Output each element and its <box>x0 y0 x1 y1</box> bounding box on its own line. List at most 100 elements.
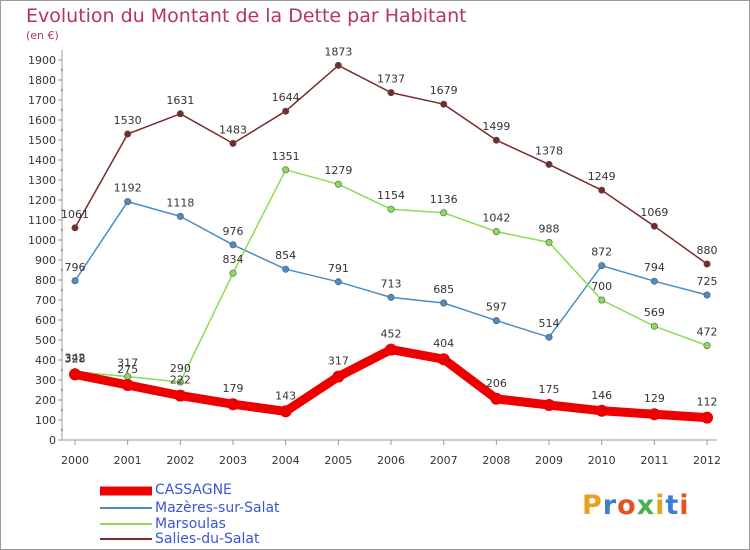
y-tick-label: 1800 <box>28 74 56 87</box>
data-label-2-9: 988 <box>539 222 560 235</box>
data-point-0-10 <box>595 404 608 417</box>
data-point-1-7 <box>440 299 448 307</box>
data-label-1-9: 514 <box>539 317 560 330</box>
x-tick-label: 2000 <box>61 454 89 467</box>
x-tick-label: 2011 <box>640 454 668 467</box>
data-point-2-8 <box>492 228 500 236</box>
data-point-1-8 <box>492 317 500 325</box>
data-label-0-9: 175 <box>539 383 560 396</box>
data-point-0-4 <box>279 405 292 418</box>
data-point-0-7 <box>437 353 450 366</box>
data-label-3-11: 1069 <box>640 206 668 219</box>
data-point-3-7 <box>440 100 448 108</box>
data-label-3-0: 1061 <box>61 208 89 221</box>
data-label-2-4: 1351 <box>272 150 300 163</box>
data-label-2-10: 700 <box>591 280 612 293</box>
data-label-0-1: 275 <box>117 363 138 376</box>
data-label-2-3: 834 <box>223 253 244 266</box>
data-label-1-2: 1118 <box>166 196 194 209</box>
chart-title: Evolution du Montant de la Dette par Hab… <box>26 5 467 27</box>
y-tick-label: 900 <box>35 254 56 267</box>
x-tick-label: 2006 <box>377 454 405 467</box>
y-tick-label: 800 <box>35 274 56 287</box>
data-point-0-11 <box>648 408 661 421</box>
data-point-3-8 <box>492 136 500 144</box>
data-point-3-12 <box>703 260 711 268</box>
data-label-0-7: 404 <box>433 337 454 350</box>
data-point-2-12 <box>703 342 711 350</box>
data-labels: 796 1192 1118 976 854 791 713 685 597 514 872 794 72… <box>61 45 718 408</box>
y-tick-label: 1200 <box>28 194 56 207</box>
data-point-2-9 <box>545 238 553 246</box>
data-label-3-2: 1631 <box>166 94 194 107</box>
data-label-3-12: 880 <box>697 244 718 257</box>
data-point-1-4 <box>282 265 290 273</box>
data-label-2-11: 569 <box>644 306 665 319</box>
series-line-1 <box>74 200 708 338</box>
y-tick-label: 1100 <box>28 214 56 227</box>
data-label-1-3: 976 <box>223 225 244 238</box>
data-label-2-7: 1136 <box>430 193 458 206</box>
data-point-2-3 <box>229 269 237 277</box>
data-point-1-0 <box>71 277 79 285</box>
y-tick-label: 400 <box>35 354 56 367</box>
data-label-1-1: 1192 <box>114 182 142 195</box>
data-label-0-5: 317 <box>328 355 349 368</box>
data-label-0-10: 146 <box>591 389 612 402</box>
data-point-2-11 <box>650 322 658 330</box>
data-label-0-12: 112 <box>697 396 718 409</box>
x-tick-label: 2012 <box>693 454 721 467</box>
data-point-1-2 <box>176 212 184 220</box>
y-tick-label: 0 <box>49 434 56 447</box>
y-tick-label: 1400 <box>28 154 56 167</box>
data-label-2-0: 342 <box>65 352 86 365</box>
y-tick-label: 200 <box>35 394 56 407</box>
data-label-3-7: 1679 <box>430 84 458 97</box>
y-tick-label: 1300 <box>28 174 56 187</box>
data-label-3-4: 1644 <box>272 91 300 104</box>
legend-label-salies-du-salat: Salies-du-Salat <box>155 531 260 547</box>
data-label-1-8: 597 <box>486 301 507 314</box>
y-tick-label: 100 <box>35 414 56 427</box>
data-label-3-5: 1873 <box>324 45 352 58</box>
data-point-2-7 <box>440 209 448 217</box>
y-tick-label: 1700 <box>28 94 56 107</box>
data-point-0-1 <box>121 379 134 391</box>
legend-label-mazeres-sur-salat: Mazères-sur-Salat <box>155 500 280 516</box>
data-label-2-2: 290 <box>170 362 191 375</box>
data-label-2-12: 472 <box>697 326 718 339</box>
data-label-2-8: 1042 <box>482 212 510 225</box>
legend-label-cassagne: CASSAGNE <box>155 482 232 498</box>
data-label-3-6: 1737 <box>377 73 405 86</box>
data-point-2-6 <box>387 205 395 213</box>
legend-label-marsoulas: Marsoulas <box>155 516 226 532</box>
x-tick-label: 2003 <box>219 454 247 467</box>
y-tick-label: 1000 <box>28 234 56 247</box>
data-label-1-10: 872 <box>591 246 612 259</box>
data-label-1-5: 791 <box>328 262 349 275</box>
data-label-3-1: 1530 <box>114 114 142 127</box>
data-label-0-4: 143 <box>275 389 296 402</box>
x-tick-label: 2001 <box>114 454 142 467</box>
x-tick-label: 2002 <box>166 454 194 467</box>
data-point-1-1 <box>124 198 132 206</box>
data-point-1-12 <box>703 291 711 299</box>
data-point-1-3 <box>229 241 237 249</box>
y-tick-label: 300 <box>35 374 56 387</box>
data-label-0-11: 129 <box>644 392 665 405</box>
data-point-1-11 <box>650 277 658 285</box>
data-label-1-7: 685 <box>433 283 454 296</box>
proxiti-logo: Proxiti <box>582 490 690 521</box>
data-point-3-10 <box>598 186 606 194</box>
data-point-3-4 <box>282 107 290 115</box>
data-point-3-6 <box>387 89 395 97</box>
y-tick-label: 500 <box>35 334 56 347</box>
x-tick-label: 2010 <box>588 454 616 467</box>
data-point-3-3 <box>229 139 237 147</box>
data-label-1-12: 725 <box>697 275 718 288</box>
series-layer <box>69 61 714 424</box>
x-tick-label: 2007 <box>430 454 458 467</box>
data-label-0-8: 206 <box>486 377 507 390</box>
